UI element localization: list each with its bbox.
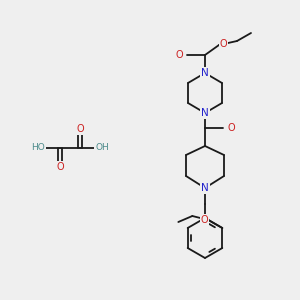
Text: OH: OH — [95, 143, 109, 152]
Text: N: N — [201, 183, 209, 193]
Text: O: O — [227, 123, 235, 133]
Text: HO: HO — [31, 143, 45, 152]
Text: O: O — [220, 39, 228, 49]
Text: O: O — [201, 215, 208, 225]
Text: O: O — [176, 50, 183, 60]
Text: O: O — [56, 162, 64, 172]
Text: N: N — [201, 68, 209, 78]
Text: O: O — [76, 124, 84, 134]
Text: N: N — [201, 108, 209, 118]
